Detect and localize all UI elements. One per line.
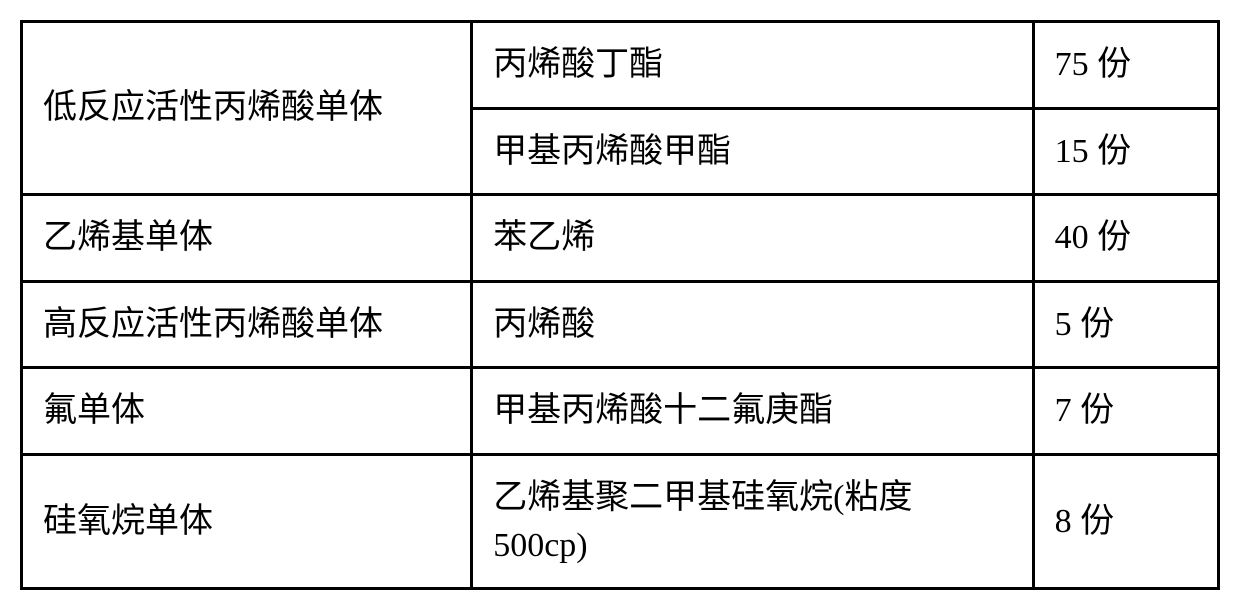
name-cell: 丙烯酸 xyxy=(472,281,1033,368)
table-row: 低反应活性丙烯酸单体 丙烯酸丁酯 75 份 xyxy=(22,22,1219,109)
category-cell: 低反应活性丙烯酸单体 xyxy=(22,22,472,195)
category-cell: 硅氧烷单体 xyxy=(22,454,472,588)
table-row: 乙烯基单体 苯乙烯 40 份 xyxy=(22,195,1219,282)
amount-cell: 8 份 xyxy=(1033,454,1218,588)
table-row: 高反应活性丙烯酸单体 丙烯酸 5 份 xyxy=(22,281,1219,368)
amount-cell: 40 份 xyxy=(1033,195,1218,282)
name-cell: 苯乙烯 xyxy=(472,195,1033,282)
category-cell: 乙烯基单体 xyxy=(22,195,472,282)
amount-cell: 7 份 xyxy=(1033,368,1218,455)
amount-cell: 15 份 xyxy=(1033,108,1218,195)
name-cell: 乙烯基聚二甲基硅氧烷(粘度 500cp) xyxy=(472,454,1033,588)
amount-cell: 5 份 xyxy=(1033,281,1218,368)
name-cell: 甲基丙烯酸甲酯 xyxy=(472,108,1033,195)
category-cell: 氟单体 xyxy=(22,368,472,455)
table-row: 硅氧烷单体 乙烯基聚二甲基硅氧烷(粘度 500cp) 8 份 xyxy=(22,454,1219,588)
table-container: 低反应活性丙烯酸单体 丙烯酸丁酯 75 份 甲基丙烯酸甲酯 15 份 乙烯基单体… xyxy=(20,20,1220,590)
category-cell: 高反应活性丙烯酸单体 xyxy=(22,281,472,368)
components-table: 低反应活性丙烯酸单体 丙烯酸丁酯 75 份 甲基丙烯酸甲酯 15 份 乙烯基单体… xyxy=(20,20,1220,590)
table-row: 氟单体 甲基丙烯酸十二氟庚酯 7 份 xyxy=(22,368,1219,455)
amount-cell: 75 份 xyxy=(1033,22,1218,109)
name-cell: 丙烯酸丁酯 xyxy=(472,22,1033,109)
name-cell: 甲基丙烯酸十二氟庚酯 xyxy=(472,368,1033,455)
